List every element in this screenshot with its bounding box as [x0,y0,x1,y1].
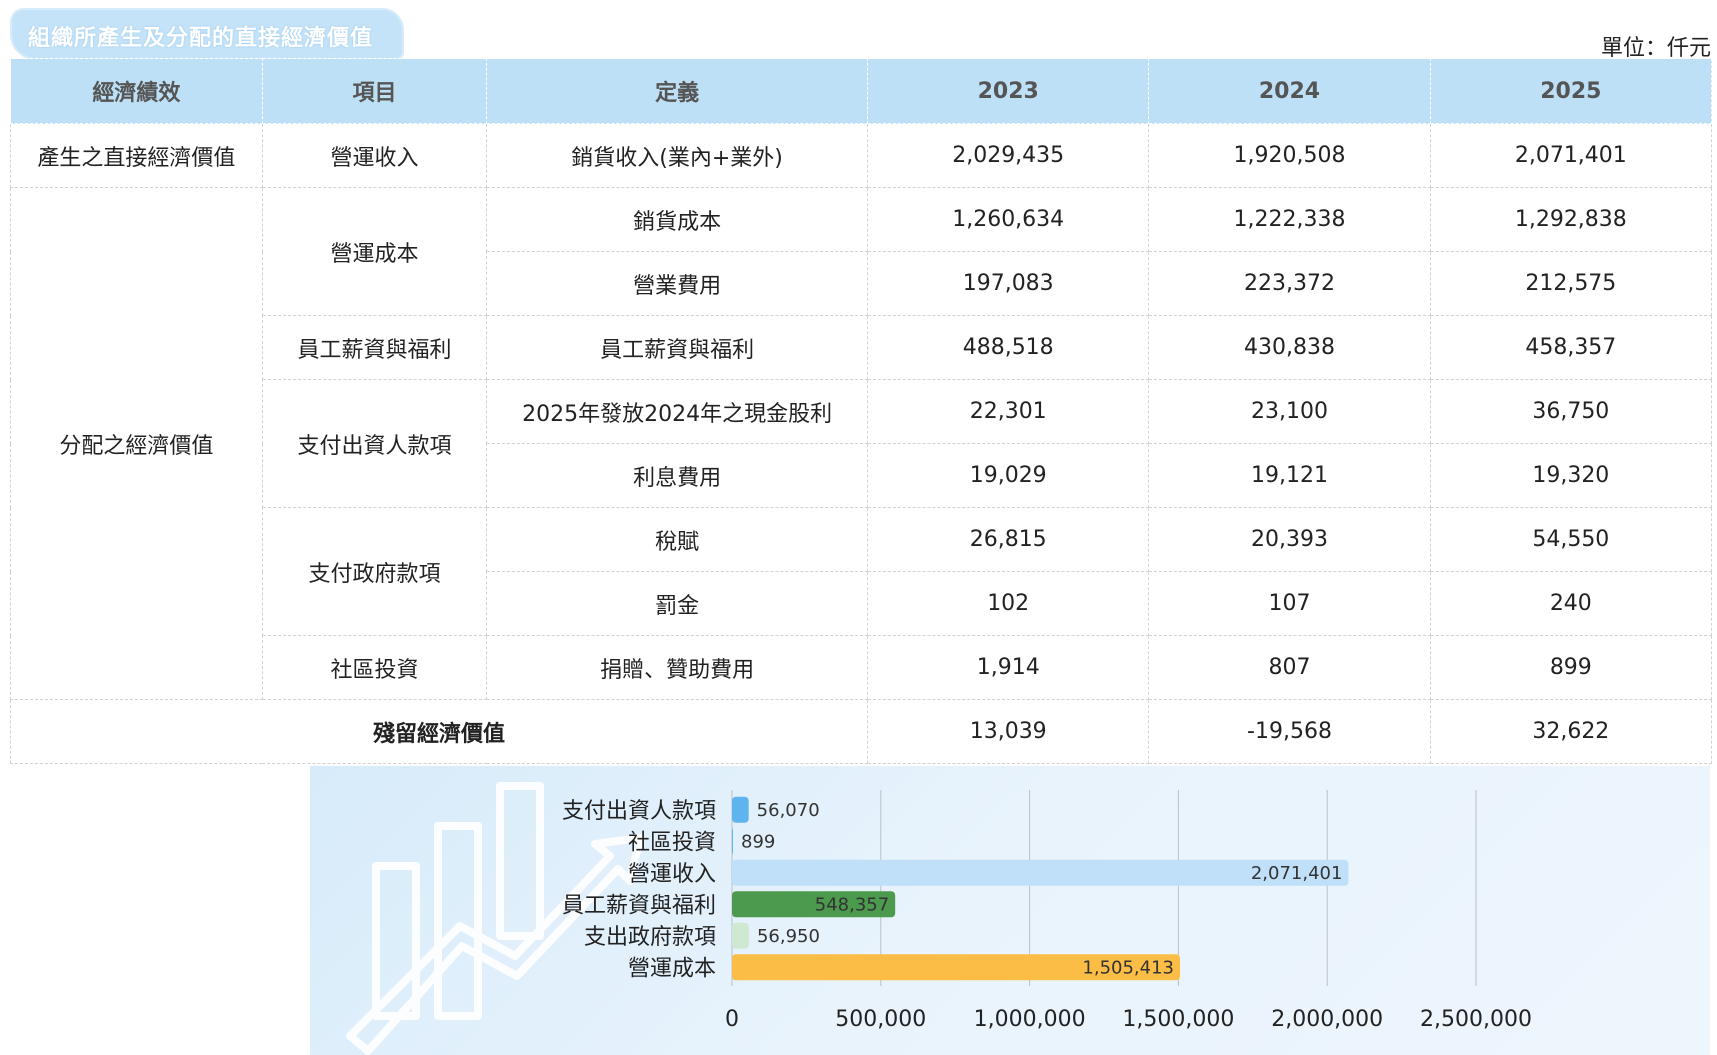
value-cell: 19,121 [1148,443,1431,508]
table-row: 罰金 102 107 240 [11,571,1713,636]
data-label: 1,505,413 [1082,957,1174,978]
x-tick-label: 1,500,000 [1122,1007,1234,1032]
value-cell: 1,260,634 [867,187,1150,252]
definition-cell: 捐贈、贊助費用 [486,635,869,700]
value-cell: 102 [867,571,1150,636]
bar [732,796,749,823]
definition-cell: 稅賦 [486,507,869,572]
unit-label: 單位：仟元 [1600,36,1711,61]
bar-layer: 56,070 899 2,071,401 548,357 56,950 1,505,413 [732,796,1349,981]
table-row: 社區投資 捐贈、贊助費用 1,914 807 899 [11,635,1713,700]
section-title: 組織所產生及分配的直接經濟價值 [28,26,374,51]
value-cell: 54,550 [1429,507,1713,572]
item-cell: 社區投資 [261,635,488,700]
definition-cell: 2025年發放2024年之現金股利 [486,379,869,444]
category-label: 社區投資 [628,830,716,855]
data-label: 899 [741,831,775,852]
item-cell: 營運成本 [261,187,488,316]
value-cell: 807 [1148,635,1431,700]
definition-cell: 利息費用 [486,443,869,508]
header-definition: 定義 [486,58,869,124]
category-generated: 產生之直接經濟價值 [10,123,263,188]
value-cell: 240 [1429,571,1713,636]
grid-lines [731,790,1477,986]
bar [732,891,896,918]
definition-cell: 員工薪資與福利 [486,315,869,380]
value-cell: 2,071,401 [1429,123,1713,188]
value-cell: 899 [1429,635,1713,700]
value-cell: 430,838 [1148,315,1431,380]
header-2025: 2025 [1429,58,1713,124]
bar [732,859,1349,886]
definition-cell: 罰金 [486,571,869,636]
bar [732,922,749,949]
table-row: 支付政府款項 稅賦 26,815 20,393 54,550 [11,507,1713,636]
table-row: 員工薪資與福利 員工薪資與福利 488,518 430,838 458,357 [11,315,1713,380]
table-row: 產生之直接經濟價值 營運收入 銷貨收入(業內+業外) 2,029,435 1,9… [10,123,1713,188]
value-cell: 2,029,435 [867,123,1150,188]
value-cell: 1,222,338 [1148,187,1431,252]
value-cell: 488,518 [867,315,1150,380]
x-tick-label: 2,500,000 [1420,1007,1532,1032]
value-cell: 107 [1148,571,1431,636]
bar [732,828,733,855]
economic-value-table: 經濟績效 項目 定義 2023 2024 2025 產生之直接經濟價值 營運收入… [9,58,1713,764]
value-cell: 19,029 [867,443,1150,508]
value-cell: -19,568 [1148,699,1431,764]
data-label: 56,950 [757,926,820,947]
value-cell: 19,320 [1429,443,1713,508]
bar-chart: 56,070 899 2,071,401 548,357 56,950 1,505,413… [562,790,1532,1032]
value-cell: 32,622 [1429,699,1713,764]
item-cell: 支付出資人款項 [261,379,488,508]
value-cell: 1,292,838 [1429,187,1713,252]
category-label: 營運成本 [628,956,716,981]
chart-panel: 56,070 899 2,071,401 548,357 56,950 1,505,413… [310,766,1710,1055]
value-cell: 197,083 [867,251,1150,316]
data-label: 2,071,401 [1251,863,1343,884]
table-row: 支付出資人款項 2025年發放2024年之現金股利 22,301 23,100 … [11,379,1713,508]
x-tick-label: 2,000,000 [1271,1007,1383,1032]
value-cell: 212,575 [1429,251,1713,316]
bar [732,954,1181,981]
item-cell: 支付政府款項 [261,507,488,636]
value-cell: 1,920,508 [1148,123,1431,188]
x-tick-label: 0 [725,1007,739,1032]
value-cell: 36,750 [1429,379,1713,444]
value-cell: 26,815 [867,507,1150,572]
header-2024: 2024 [1148,58,1431,124]
category-label: 支付出資人款項 [562,799,716,824]
data-label: 56,070 [757,800,820,821]
retained-label: 殘留經濟價值 [9,699,869,764]
value-cell: 22,301 [867,379,1150,444]
definition-cell: 營業費用 [486,251,869,316]
value-cell: 13,039 [867,699,1150,764]
category-label: 支出政府款項 [584,925,716,950]
category-distributed: 分配之經濟價值 [10,187,263,700]
x-tick-label: 1,000,000 [974,1007,1086,1032]
x-axis-ticks: 0 500,000 1,000,000 1,500,000 2,000,000 2,500… [725,1007,1532,1032]
table-row: 殘留經濟價值 13,039 -19,568 32,622 [9,699,1713,764]
header-item: 項目 [261,58,488,124]
value-cell: 1,914 [867,635,1150,700]
header-2023: 2023 [867,58,1150,124]
item-cell: 員工薪資與福利 [261,315,488,380]
data-label: 548,357 [815,894,889,915]
value-cell: 458,357 [1429,315,1713,380]
growth-arrow-icon [346,782,644,1055]
definition-cell: 銷貨收入(業內+業外) [486,123,869,188]
value-cell: 223,372 [1148,251,1431,316]
table-header-row: 經濟績效 項目 定義 2023 2024 2025 [10,58,1713,124]
table-row: 利息費用 19,029 19,121 19,320 [11,443,1713,508]
section-title-tag: 組織所產生及分配的直接經濟價值 [10,8,404,60]
x-tick-label: 500,000 [835,1007,926,1032]
header-performance: 經濟績效 [10,58,263,124]
value-cell: 23,100 [1148,379,1431,444]
definition-cell: 銷貨成本 [486,187,869,252]
item-cell: 營運收入 [261,123,488,188]
category-label: 員工薪資與福利 [562,893,716,918]
table-row: 分配之經濟價值 營運成本 銷貨成本 1,260,634 1,222,338 1,… [10,187,1713,700]
value-cell: 20,393 [1148,507,1431,572]
category-label: 營運收入 [628,862,716,887]
